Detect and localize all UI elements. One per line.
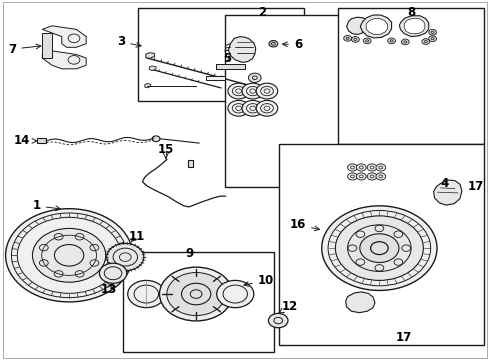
Circle shape [242,83,264,99]
Polygon shape [345,292,375,313]
Circle shape [228,100,249,116]
Bar [451,322,459,326]
Bar [459,334,466,337]
Circle shape [343,36,351,41]
Circle shape [367,164,377,171]
Circle shape [363,38,371,44]
Circle shape [228,83,249,99]
Circle shape [351,37,359,42]
Text: 9: 9 [186,247,194,260]
Polygon shape [366,19,388,35]
Text: 15: 15 [158,143,174,156]
Polygon shape [228,37,256,62]
Text: 1: 1 [33,199,60,212]
Bar [338,8,485,144]
Bar [188,159,193,167]
Text: 7: 7 [8,42,41,55]
Text: 11: 11 [128,230,145,243]
Polygon shape [404,19,425,34]
Text: 14: 14 [14,134,37,147]
Text: 12: 12 [279,300,298,313]
Bar [296,176,305,181]
Bar [302,171,311,176]
Circle shape [99,263,127,283]
Text: 3: 3 [117,35,141,49]
Text: 4: 4 [441,177,449,190]
Text: 16: 16 [290,218,319,231]
Text: 13: 13 [101,283,117,296]
Polygon shape [216,64,245,69]
Polygon shape [206,76,225,80]
Circle shape [376,173,386,180]
Circle shape [376,164,386,171]
Circle shape [360,234,399,262]
Polygon shape [145,84,151,88]
Text: 17: 17 [395,331,412,344]
Bar [279,144,485,345]
Circle shape [159,267,233,321]
Bar [123,252,274,352]
Circle shape [256,83,278,99]
Circle shape [128,280,165,308]
Circle shape [388,38,395,44]
Polygon shape [42,33,52,58]
Bar [465,329,472,333]
Circle shape [356,164,366,171]
Polygon shape [346,17,368,35]
Circle shape [356,173,366,180]
Bar [338,148,431,223]
Circle shape [422,39,430,44]
Polygon shape [434,180,462,205]
Polygon shape [149,66,156,71]
Circle shape [269,41,278,47]
Circle shape [429,30,437,35]
Bar [450,314,458,318]
Polygon shape [42,26,86,47]
Text: 2: 2 [259,6,267,19]
Text: 8: 8 [407,6,415,19]
Circle shape [367,173,377,180]
Polygon shape [42,51,86,69]
Circle shape [335,216,423,280]
Circle shape [217,280,254,308]
Circle shape [167,273,225,316]
Polygon shape [360,15,392,38]
Circle shape [242,100,264,116]
Circle shape [269,314,288,328]
Circle shape [5,209,133,302]
Circle shape [322,206,437,291]
Bar [37,138,46,143]
Circle shape [347,173,357,180]
Circle shape [248,73,261,82]
Circle shape [152,136,160,141]
Polygon shape [399,16,429,37]
Bar [458,326,466,329]
Circle shape [32,228,106,282]
Circle shape [347,164,357,171]
Bar [303,179,312,184]
Text: 17: 17 [468,180,484,193]
Circle shape [401,39,409,45]
Polygon shape [146,53,155,58]
Circle shape [107,243,144,271]
Text: 5: 5 [223,51,231,64]
Bar [138,8,304,101]
Bar [295,168,304,173]
Circle shape [256,100,278,116]
Circle shape [429,36,437,41]
Text: 6: 6 [283,38,302,51]
Bar [225,15,352,187]
Text: 10: 10 [244,274,274,287]
Bar [457,318,465,321]
